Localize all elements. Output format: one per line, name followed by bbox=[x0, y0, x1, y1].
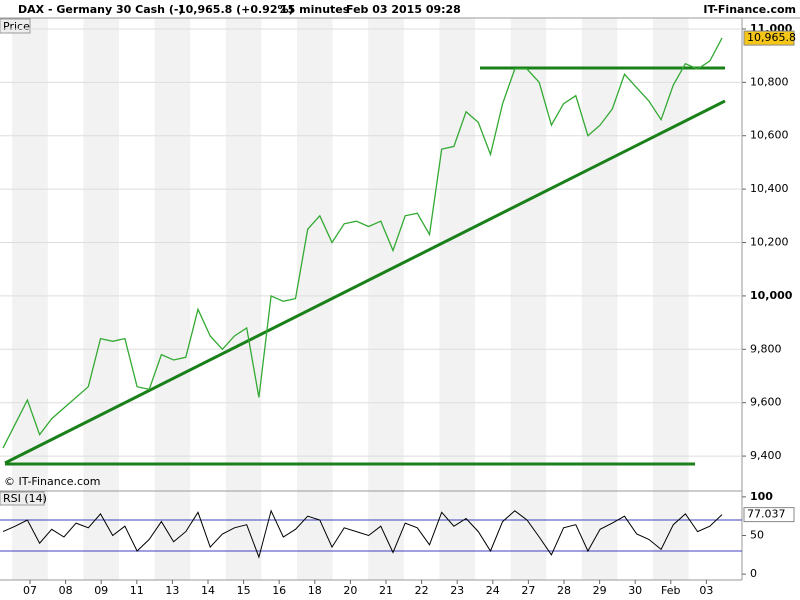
trend-line bbox=[4, 99, 726, 465]
rsi-panel-title: RSI (14) bbox=[3, 492, 47, 505]
day-band bbox=[510, 18, 547, 580]
y-tick-label: 9,800 bbox=[750, 342, 782, 355]
x-tick-label: 20 bbox=[343, 584, 357, 597]
x-tick-label: 07 bbox=[23, 584, 37, 597]
instrument: DAX - Germany 30 Cash (-) bbox=[18, 3, 183, 16]
x-tick-label: 13 bbox=[165, 584, 179, 597]
x-tick-label: 29 bbox=[593, 584, 607, 597]
x-tick-label: 22 bbox=[415, 584, 429, 597]
panel-label-box bbox=[0, 18, 31, 34]
x-tick-label: 03 bbox=[699, 584, 713, 597]
day-band bbox=[439, 18, 475, 580]
x-tick-label: 27 bbox=[521, 584, 535, 597]
x-tick-label: 30 bbox=[628, 584, 642, 597]
y-tick-label: 50 bbox=[750, 529, 764, 542]
x-tick-label: 09 bbox=[94, 584, 108, 597]
quote: 10,965.8 (+0.92%) bbox=[178, 3, 294, 16]
rsi-line bbox=[2, 509, 723, 559]
x-tick-label: 28 bbox=[557, 584, 571, 597]
day-band bbox=[12, 18, 48, 580]
day-band bbox=[225, 18, 262, 580]
day-band bbox=[297, 18, 333, 580]
x-tick-label: Feb bbox=[661, 584, 680, 597]
header-bar bbox=[0, 0, 800, 18]
y-tick-label: 10,000 bbox=[750, 289, 793, 302]
panel-label-box bbox=[0, 491, 45, 506]
last-value-box bbox=[743, 507, 795, 523]
y-tick-label: 10,400 bbox=[750, 182, 789, 195]
day-band bbox=[154, 18, 191, 580]
y-tick-label: 0 bbox=[750, 567, 757, 580]
x-tick-label: 08 bbox=[59, 584, 73, 597]
x-tick-label: 11 bbox=[130, 584, 144, 597]
timestamp: Feb 03 2015 09:28 bbox=[346, 3, 461, 16]
day-band bbox=[368, 18, 404, 580]
interval: 15 minutes bbox=[280, 3, 350, 16]
x-tick-label: 21 bbox=[379, 584, 393, 597]
price-line bbox=[2, 37, 723, 449]
last-value-label: 77.037 bbox=[747, 508, 786, 521]
day-band bbox=[83, 18, 119, 580]
watermark: © IT-Finance.com bbox=[4, 475, 101, 488]
y-tick-label: 100 bbox=[750, 490, 773, 503]
x-tick-label: 16 bbox=[272, 584, 286, 597]
x-tick-label: 18 bbox=[308, 584, 322, 597]
y-tick-label: 10,600 bbox=[750, 129, 789, 142]
y-tick-label: 9,600 bbox=[750, 396, 782, 409]
x-tick-label: 15 bbox=[237, 584, 251, 597]
last-value-label: 10,965.8 bbox=[747, 31, 796, 44]
brand: IT-Finance.com bbox=[703, 3, 796, 16]
x-tick-label: 14 bbox=[201, 584, 215, 597]
y-tick-label: 9,400 bbox=[750, 449, 782, 462]
day-band bbox=[653, 18, 689, 580]
price-panel-title: Price bbox=[3, 20, 30, 33]
last-value-box bbox=[743, 30, 795, 46]
day-band bbox=[581, 18, 618, 580]
y-tick-label: 10,200 bbox=[750, 236, 789, 249]
x-tick-label: 24 bbox=[486, 584, 500, 597]
x-tick-label: 23 bbox=[450, 584, 464, 597]
y-tick-label: 10,800 bbox=[750, 75, 789, 88]
